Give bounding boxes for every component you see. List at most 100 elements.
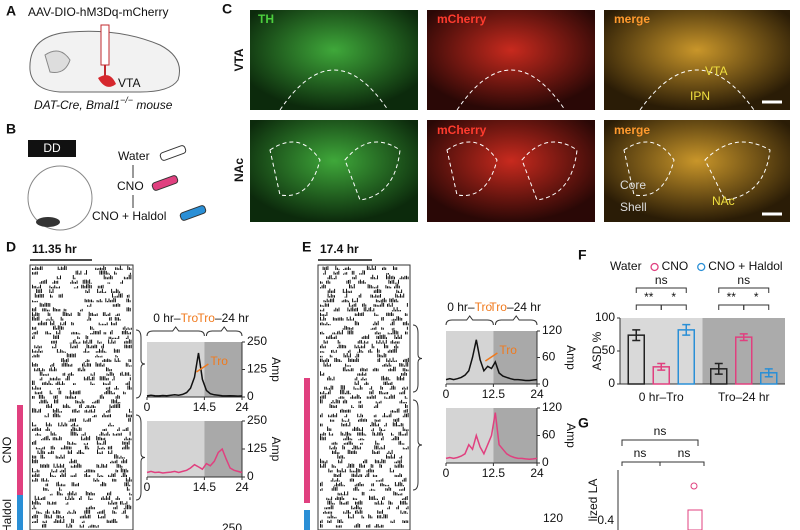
panel-label: G: [578, 415, 589, 431]
periodogram-line: [146, 447, 243, 474]
x-tick-label: 14.5: [193, 480, 217, 494]
window-shade: [147, 342, 205, 397]
mouse-text: mouse: [133, 98, 173, 112]
x-tick-label: 24: [235, 480, 249, 494]
row-label: NAc: [232, 158, 246, 182]
panel-label: F: [578, 247, 587, 263]
significance: ns: [634, 446, 647, 460]
significance: ns: [655, 273, 668, 287]
significance: ns: [654, 424, 667, 438]
treatment-bar: [304, 378, 310, 503]
significance: **: [727, 290, 737, 304]
legend-label: CNO: [662, 259, 689, 273]
channel-label: mCherry: [437, 12, 487, 26]
brace: [205, 326, 243, 337]
channel-label: TH: [258, 12, 274, 26]
construct: AAV-DIO-hM3Dq-mCherry: [28, 5, 168, 19]
y-tick-label: 60: [542, 350, 556, 364]
x-tick-label: 24: [530, 387, 544, 401]
x-tick-label: 12.5: [482, 466, 506, 480]
legend-marker: [650, 262, 659, 272]
brace: [412, 324, 423, 393]
legend-label: CNO + Haldol: [708, 259, 782, 273]
y-tick-label: 0: [247, 469, 254, 483]
y-tick-label: 0: [542, 376, 549, 390]
group-shade: [620, 318, 703, 384]
y-tick-label: 100: [595, 310, 615, 324]
row-label: VTA: [232, 48, 246, 71]
brace: [135, 414, 146, 501]
region-label: Shell: [620, 200, 647, 214]
window-label: Tro–24 hr: [489, 300, 541, 314]
window-text: –24 hr: [215, 311, 249, 325]
micrograph: [250, 10, 418, 110]
y-tick-label: 250: [247, 334, 267, 348]
y-tick-label: 50: [602, 343, 616, 357]
region-outlines: [269, 69, 771, 201]
period-label: 17.4 hr: [320, 242, 359, 256]
dd-box: [28, 140, 76, 157]
side-label: CNO: [0, 437, 14, 464]
vta-mark: [98, 75, 116, 87]
mouse-icon: [36, 217, 60, 227]
micrograph: [427, 120, 595, 222]
brace: [445, 315, 494, 326]
region-label: VTA: [118, 76, 140, 90]
bracket: [635, 287, 687, 293]
significance: ns: [737, 273, 750, 287]
brain-region: [44, 50, 71, 73]
window-shade: [204, 421, 242, 477]
x-tick-label: 0: [443, 387, 450, 401]
brackets: [621, 439, 705, 466]
actogram: [32, 265, 132, 528]
legend-label: Water: [610, 259, 642, 273]
panel-label: A: [6, 3, 16, 19]
y-tick-label: 125: [247, 362, 267, 376]
y-tick-label: 120: [542, 400, 562, 414]
annotation-arrow: [484, 352, 498, 362]
window-text: Tro: [475, 300, 493, 314]
legend-marker: [697, 262, 706, 272]
error-bar: [739, 333, 748, 342]
significance: *: [671, 290, 676, 304]
annotation-arrow: [195, 363, 209, 373]
micrograph: [604, 120, 790, 222]
syringe: [151, 175, 179, 191]
panel-label: C: [222, 1, 232, 17]
mouse-sup: −/−: [120, 95, 133, 105]
window-label: 0 hr–Tro: [153, 311, 198, 325]
y-tick-label: 125: [247, 441, 267, 455]
y-axis-label: ASD %: [590, 331, 604, 370]
window-label: 0 hr–Tro: [447, 300, 492, 314]
error-bar: [714, 362, 723, 375]
micrograph: [604, 10, 790, 110]
brace: [494, 315, 538, 326]
y-tick-label: 250: [247, 413, 267, 427]
window-shade: [446, 331, 494, 384]
mouse-label: DAT-Cre, Bmal1−/− mouse: [34, 95, 173, 112]
treatment-bar: [304, 510, 310, 530]
treatment: CNO + Haldol: [92, 209, 166, 223]
channel-label: merge: [614, 12, 650, 26]
x-tick-label: 24: [235, 400, 249, 414]
window-label: Tro–24 hr: [197, 311, 249, 325]
bracket: [660, 304, 687, 310]
syringe: [159, 145, 187, 161]
window-text: 0 hr–: [447, 300, 475, 314]
significance: ns: [678, 446, 691, 460]
micrograph: [250, 120, 418, 222]
partial-tick: 250: [222, 521, 242, 530]
significance: *: [754, 290, 759, 304]
window-text: Tro: [197, 311, 215, 325]
x-tick-label: Tro–24 hr: [718, 390, 770, 404]
periodogram-line: [146, 352, 243, 397]
panel-label: D: [6, 239, 16, 255]
y-axis-label: Amp: [269, 357, 283, 382]
window-text: 0 hr–: [153, 311, 181, 325]
treatment-bar: [17, 405, 23, 495]
x-tick-label: 14.5: [193, 400, 217, 414]
side-label: Haldol: [0, 499, 14, 530]
partial-tick: 120: [543, 511, 563, 525]
y-tick-label: 0.4: [597, 513, 614, 527]
